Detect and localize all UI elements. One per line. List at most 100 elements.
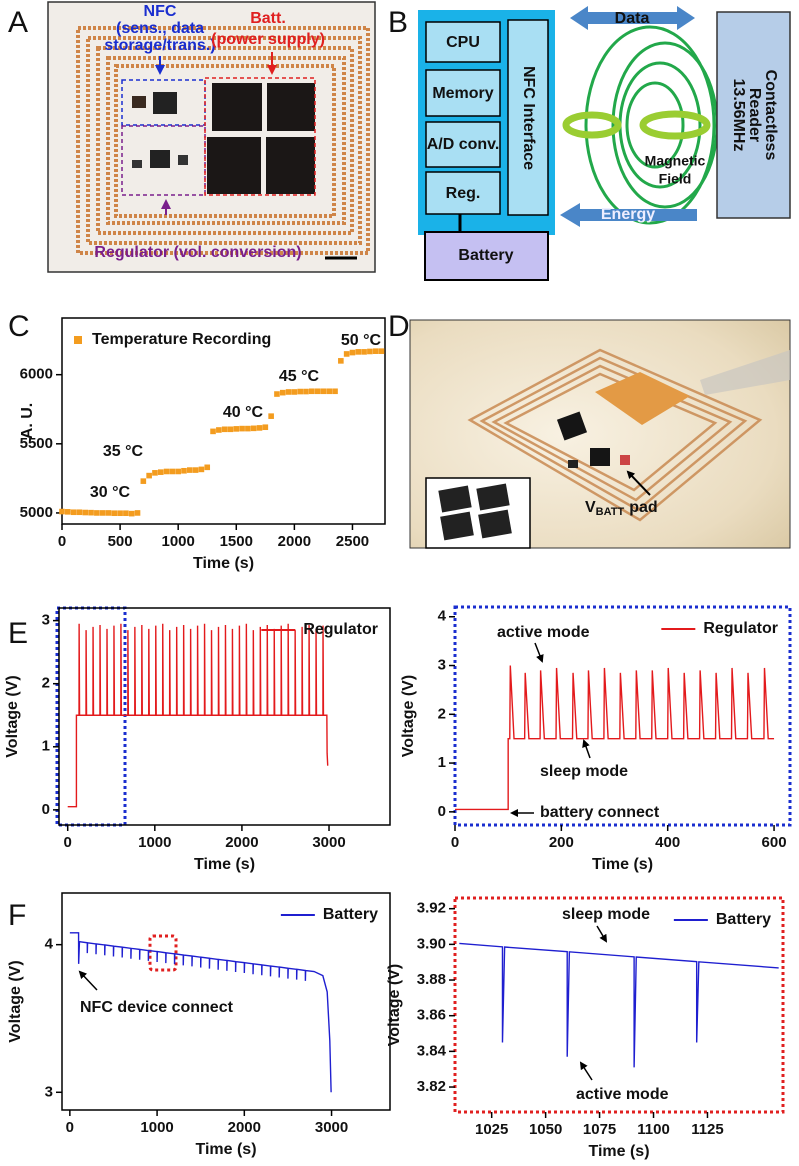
x-axis-label: Time (s) [592,856,653,873]
plot-frame [58,607,391,826]
data-point [163,468,170,475]
y-axis-label: A. U. [19,403,36,439]
y-tick-label: 1 [42,738,50,755]
x-tick-label: 1025 [475,1121,508,1138]
y-axis-label: Voltage (V) [386,964,403,1046]
data-point [117,510,123,517]
x-tick-label: 1000 [138,834,171,851]
nfc-label: storage/trans.) [104,37,215,54]
data-point [233,426,240,432]
data-point [332,388,338,395]
legend-label: Temperature Recording [92,331,271,348]
annotation: active mode [497,624,590,641]
block-label: CPU [446,34,480,51]
block-label: Memory [432,85,493,102]
annotation: 30 °C [90,484,131,501]
x-axis-label: Time (s) [588,1143,649,1160]
x-tick-label: 2500 [336,533,369,550]
data-point [285,389,292,395]
annotation: 50 °C [341,332,382,349]
data-point [309,388,315,395]
data-point [181,467,187,474]
annotation: 35 °C [103,443,144,460]
nfc-label: NFC [144,3,177,20]
x-axis-label: Time (s) [193,555,254,572]
data-point [59,508,65,515]
x-tick-label: 0 [58,533,66,550]
plot-frame [453,896,785,1114]
y-tick-label: 4 [45,936,54,953]
annotation: battery connect [540,804,660,821]
annotation-arrow [534,642,544,663]
data-point [355,349,362,355]
data-point [192,467,199,473]
x-tick-label: 1500 [220,533,253,550]
zoom-box [55,606,127,827]
nfc-label: (sens., data [116,20,204,37]
data-point [303,388,309,395]
data-point [291,389,298,395]
x-tick-label: 3000 [312,834,345,851]
data-point [123,510,129,517]
y-tick-label: 4 [438,608,447,625]
field-label: Magnetic [645,153,706,169]
data-point [216,427,222,433]
plot-frame [61,892,391,1111]
data-point [361,349,367,355]
data-arrow-label: Data [615,10,650,27]
data-point [268,413,274,419]
data-point [378,348,385,354]
y-tick-label: 3.84 [417,1042,447,1059]
data-point [338,358,344,364]
x-tick-label: 0 [64,834,72,851]
data-point [134,510,141,516]
data-point [65,509,71,515]
panel-label: C [8,310,30,343]
plot-frame [61,317,386,525]
y-axis-label: Voltage (V) [400,675,417,757]
panel-d-photo [409,319,791,549]
x-tick-label: 1000 [140,1119,173,1136]
block-label: A/D conv. [427,136,500,153]
panel-label: D [388,310,410,343]
data-point [245,425,251,432]
x-tick-label: 1125 [691,1121,724,1138]
y-tick-label: 5000 [20,504,53,521]
y-tick-label: 0 [42,801,50,818]
panel-label: F [8,899,26,932]
data-point [221,426,228,433]
y-tick-label: 3.92 [417,900,446,917]
x-tick-label: 1100 [637,1121,670,1138]
reader-label: Reader [746,88,763,142]
reader-label: Contactless [762,70,779,161]
x-tick-label: 200 [549,834,574,851]
data-point [239,425,245,432]
x-tick-label: 0 [451,834,459,851]
data-point [262,424,269,431]
annotation-arrow [78,970,98,991]
plot-frame [453,605,792,827]
x-tick-label: 600 [762,834,787,851]
y-tick-label: 2 [42,675,50,692]
vbatt-subscript: BATT [596,506,625,518]
annotation: active mode [576,1086,669,1103]
zoom-box [148,934,178,972]
y-tick-label: 3 [45,1083,53,1100]
data-line [69,932,332,1093]
annotation-arrow [579,1061,593,1081]
data-point [152,470,158,476]
data-point [367,348,373,355]
y-axis-label: Voltage (V) [7,960,24,1042]
data-point [274,391,280,397]
x-tick-label: 1050 [529,1121,562,1138]
data-line [455,665,775,811]
x-tick-label: 3000 [315,1119,348,1136]
y-tick-label: 6000 [20,366,53,383]
data-point [70,509,77,516]
block-label: Reg. [446,185,481,202]
data-point [326,388,333,395]
y-tick-label: 5500 [20,435,53,452]
annotation: sleep mode [540,763,628,780]
legend-label: Battery [323,906,378,923]
